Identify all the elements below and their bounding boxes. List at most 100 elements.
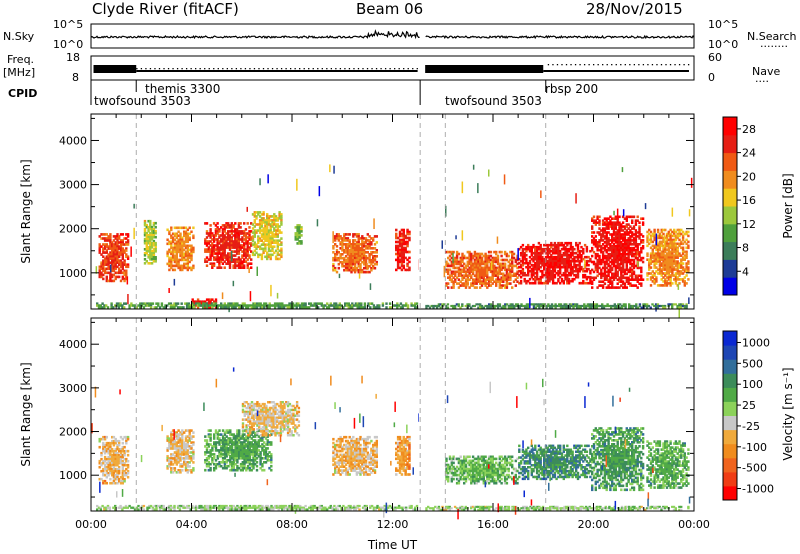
data-cell (662, 236, 665, 240)
data-cell (551, 275, 555, 279)
data-cell (564, 257, 567, 261)
data-cell (343, 239, 346, 242)
data-cell (363, 266, 366, 270)
data-cell (105, 257, 108, 260)
data-cell (352, 253, 355, 256)
data-cell (185, 304, 189, 307)
data-cell (559, 255, 562, 259)
data-cell (402, 242, 405, 246)
data-cell (276, 227, 279, 230)
data-cell (571, 279, 574, 283)
data-cell (246, 258, 249, 261)
data-cell (480, 256, 484, 260)
data-cell (621, 245, 625, 248)
data-cell (149, 250, 152, 253)
data-cell (680, 278, 683, 281)
data-speck (534, 247, 536, 252)
data-cell (512, 280, 516, 283)
data-cell (623, 235, 627, 238)
data-cell (372, 255, 375, 258)
nave-dot (407, 68, 409, 70)
data-cell (225, 306, 228, 309)
data-cell (107, 447, 110, 451)
data-cell (121, 306, 124, 309)
data-cell (585, 247, 589, 251)
data-cell (118, 461, 121, 465)
data-cell (559, 259, 562, 263)
data-cell (404, 246, 407, 250)
data-cell (147, 250, 150, 253)
data-cell (125, 233, 128, 236)
data-cell (454, 256, 457, 260)
data-cell (493, 266, 496, 270)
nave-dot (276, 68, 278, 70)
data-cell (402, 252, 405, 256)
data-cell (609, 215, 612, 219)
data-cell (629, 250, 632, 254)
data-cell (235, 252, 239, 255)
data-cell (653, 266, 656, 269)
plot-area (91, 114, 694, 309)
data-cell (241, 256, 244, 259)
data-cell (221, 232, 225, 235)
data-cell (629, 258, 632, 262)
data-cell (243, 234, 246, 237)
data-cell (246, 242, 249, 245)
data-cell (177, 248, 180, 252)
data-cell (589, 271, 592, 275)
data-cell (631, 215, 634, 219)
data-cell (107, 239, 110, 242)
data-cell (621, 256, 625, 260)
data-cell (452, 270, 455, 274)
data-cell (244, 234, 248, 237)
data-cell (255, 245, 258, 248)
data-cell (636, 245, 639, 248)
data-cell (482, 270, 485, 274)
data-cell (121, 265, 124, 269)
data-cell (228, 242, 232, 245)
data-cell (152, 243, 156, 247)
data-cell (169, 306, 173, 309)
data-cell (658, 268, 662, 271)
data-cell (569, 261, 573, 265)
data-cell (123, 259, 126, 262)
data-cell (170, 258, 173, 262)
data-cell (678, 304, 681, 308)
data-cell (168, 264, 171, 268)
data-cell (114, 247, 117, 250)
data-cell (204, 238, 207, 241)
data-cell (274, 235, 278, 238)
data-cell (223, 244, 226, 247)
data-cell (109, 447, 112, 451)
data-cell (575, 241, 578, 245)
data-cell (600, 270, 603, 274)
data-cell (636, 246, 639, 250)
data-cell (225, 238, 228, 241)
data-cell (334, 243, 337, 246)
data-cell (209, 262, 212, 265)
data-cell (658, 240, 662, 244)
data-cell (102, 265, 105, 269)
data-cell (117, 306, 120, 309)
data-cell (459, 260, 462, 264)
data-cell (448, 276, 452, 279)
data-cell (480, 270, 484, 274)
data-cell (396, 250, 400, 254)
data-cell (674, 244, 678, 248)
power-panel (90, 113, 695, 318)
data-cell (109, 467, 112, 471)
data-cell (396, 252, 400, 256)
data-cell (629, 284, 632, 287)
data-cell (353, 262, 357, 266)
data-cell (364, 258, 368, 262)
nave-dot (597, 64, 599, 66)
data-cell (315, 304, 318, 307)
data-cell (332, 251, 335, 254)
data-cell (620, 229, 623, 232)
data-cell (565, 304, 568, 308)
data-cell (118, 241, 121, 244)
data-cell (616, 245, 619, 248)
data-cell (335, 235, 339, 238)
data-cell (112, 279, 116, 283)
data-cell (664, 274, 667, 277)
